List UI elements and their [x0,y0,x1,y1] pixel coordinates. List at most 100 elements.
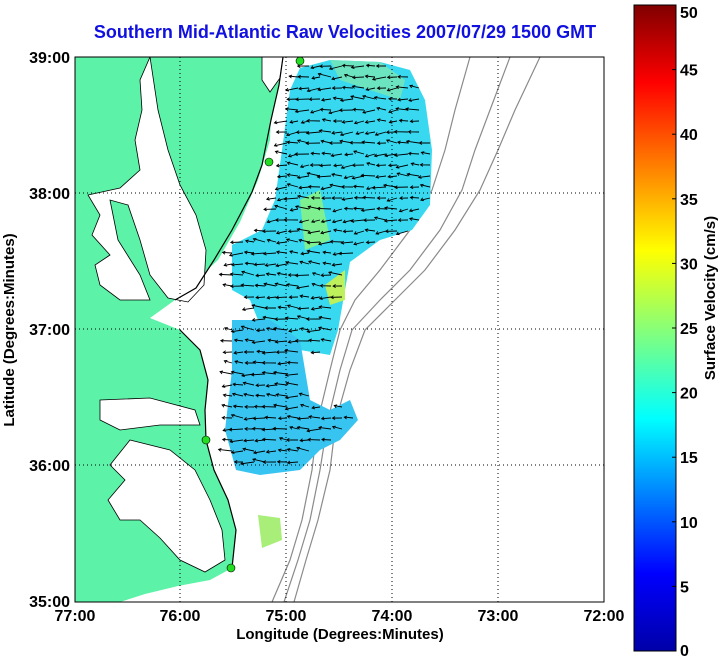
velocity-arrow [310,195,321,200]
velocity-arrow [320,230,332,235]
velocity-arrow [352,107,365,112]
velocity-arrow [351,163,365,168]
velocity-arrow [318,296,332,300]
velocity-arrow [328,65,343,70]
velocity-arrow [318,129,332,133]
velocity-arrow [285,238,299,243]
velocity-arrow [320,273,332,278]
velocity-arrow [266,238,277,243]
velocity-arrow [409,84,420,89]
velocity-arrow [375,230,387,235]
velocity-arrow [306,118,321,123]
velocity-arrow [278,437,288,441]
velocity-arrow [406,172,420,177]
velocity-arrow [297,306,310,311]
velocity-arrow [300,251,310,256]
velocity-arrow [296,416,310,421]
velocity-arrow [387,163,398,168]
velocity-arrow [241,270,255,276]
station-marker [295,57,305,66]
velocity-arrow [306,249,321,254]
velocity-arrow [295,130,310,135]
velocity-arrow [276,174,288,179]
velocity-arrow [306,240,321,245]
velocity-arrow [341,63,354,68]
velocity-arrow [311,405,321,410]
velocity-arrow [289,207,299,212]
velocity-arrow [299,327,310,331]
velocity-arrow [255,328,266,333]
velocity-arrow [285,381,299,386]
velocity-arrow [397,74,409,79]
velocity-arrow [393,185,409,190]
velocity-arrow [396,140,409,145]
velocity-arrow [244,239,255,244]
velocity-arrow [418,141,431,145]
velocity-arrow [289,250,299,254]
velocity-arrow [373,153,387,158]
velocity-arrow [408,208,420,213]
velocity-arrow [299,294,310,299]
velocity-arrow [242,381,255,386]
velocity-arrow [307,230,321,235]
velocity-arrow [371,76,387,81]
velocity-arrow [275,295,288,300]
velocity-arrow [331,196,343,200]
velocity-arrow [328,141,343,145]
velocity-arrow [294,109,310,114]
velocity-arrow [340,240,354,245]
velocity-arrow [286,360,299,365]
velocity-arrow [386,197,398,202]
velocity-arrow [396,172,409,177]
y-tick-label: 39:00 [29,50,70,67]
velocity-arrow [261,360,277,365]
velocity-arrow [253,262,266,267]
velocity-arrow [331,425,343,430]
y-tick-label: 36:00 [29,458,70,475]
grid-lines [75,57,604,602]
velocity-arrow [244,404,255,409]
velocity-arrow [398,208,409,213]
velocity-arrow [333,163,343,168]
velocity-arrow [255,273,266,278]
velocity-arrow [242,447,255,452]
velocity-arrow [350,65,365,69]
colorbar-tick-label: 50 [680,5,698,22]
velocity-arrow [263,282,277,287]
velocity-arrow [275,393,288,397]
velocity-arrow [417,175,431,179]
velocity-arrow [311,75,321,80]
velocity-arrow [276,459,288,464]
velocity-arrow [299,438,310,443]
velocity-arrow [224,327,233,331]
delaware-bay [261,57,284,93]
velocity-arrow [410,162,420,166]
velocity-arrow [294,338,310,343]
velocity-arrow [297,74,310,79]
velocity-arrow [219,338,233,343]
velocity-arrow [241,307,255,312]
velocity-arrow [322,261,332,266]
velocity-arrow [341,85,354,90]
delmarva-peninsula [205,90,272,272]
velocity-arrow [300,403,310,408]
colorbar-tick-label: 40 [680,127,698,144]
map-title: Southern Mid-Atlantic Raw Velocities 200… [93,22,597,42]
velocity-arrow [229,439,244,444]
velocity-arrow [407,151,420,156]
velocity-arrow [298,86,310,91]
velocity-arrow [275,230,288,235]
velocity-arrow [283,217,299,222]
x-tick-label: 77:00 [55,608,96,625]
velocity-arrow [328,271,343,276]
velocity-arrow [376,196,387,200]
velocity-arrow [353,230,365,235]
velocity-arrow [375,64,387,68]
x-tick-label: 74:00 [372,608,413,625]
velocity-arrow [352,184,365,189]
velocity-arrow [308,260,321,265]
velocity-arrow [340,184,354,189]
velocity-arrow [318,241,332,246]
velocity-arrow [275,350,288,355]
velocity-arrow [243,350,255,354]
